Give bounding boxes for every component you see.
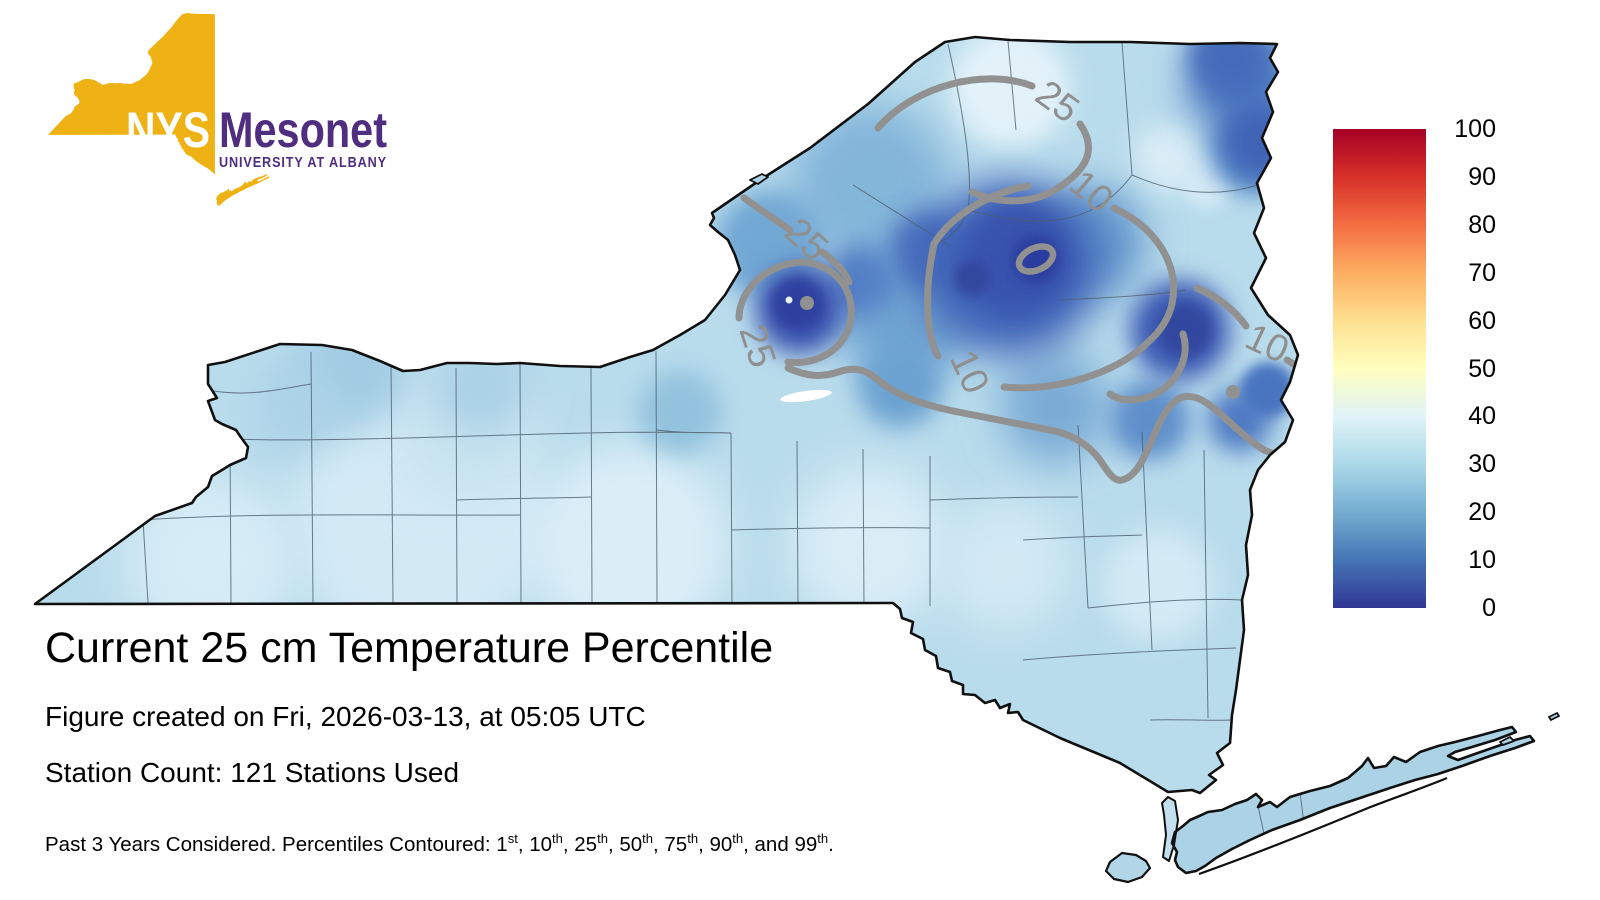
barrier-island-line	[1198, 776, 1448, 876]
colorbar-tick: 90	[1468, 162, 1496, 191]
colorbar-tick: 30	[1468, 450, 1496, 479]
footnote-percentiles: Past 3 Years Considered. Percentiles Con…	[45, 831, 834, 856]
colorbar-tick-labels: 100 90 80 70 60 50 40 30 20 10 0	[1404, 115, 1496, 622]
logo-mesonet-text: Mesonet	[219, 102, 387, 158]
logo-nys-text: NYS	[126, 102, 210, 158]
colorbar-tick: 50	[1468, 354, 1496, 383]
contour-dot	[1226, 385, 1240, 399]
contour-dot	[800, 296, 814, 310]
station-count-line: Station Count: 121 Stations Used	[45, 757, 460, 788]
station-dot	[785, 296, 793, 304]
percentile-field	[125, 37, 1309, 857]
contour-lines	[735, 75, 1304, 484]
colorbar	[1333, 129, 1426, 608]
nys-mesonet-logo: NYS Mesonet UNIVERSITY AT ALBANY	[47, 12, 387, 206]
colorbar-tick: 20	[1468, 498, 1496, 527]
logo-tagline: UNIVERSITY AT ALBANY	[219, 155, 387, 171]
logo-long-island-swoosh	[216, 174, 270, 206]
state-outline	[33, 35, 1536, 884]
colorbar-tick: 10	[1468, 546, 1496, 575]
colorbar-tick: 70	[1468, 258, 1496, 287]
colorbar-tick: 80	[1468, 210, 1496, 239]
colorbar-tick: 40	[1468, 402, 1496, 431]
figure-title: Current 25 cm Temperature Percentile	[45, 624, 774, 672]
created-timestamp-line: Figure created on Fri, 2026-03-13, at 05…	[45, 701, 646, 732]
small-islands	[749, 173, 1560, 746]
county-borders	[142, 40, 1309, 857]
colorbar-tick: 100	[1454, 115, 1496, 143]
colorbar-tick: 60	[1468, 306, 1496, 335]
colorbar-tick: 0	[1482, 594, 1496, 622]
